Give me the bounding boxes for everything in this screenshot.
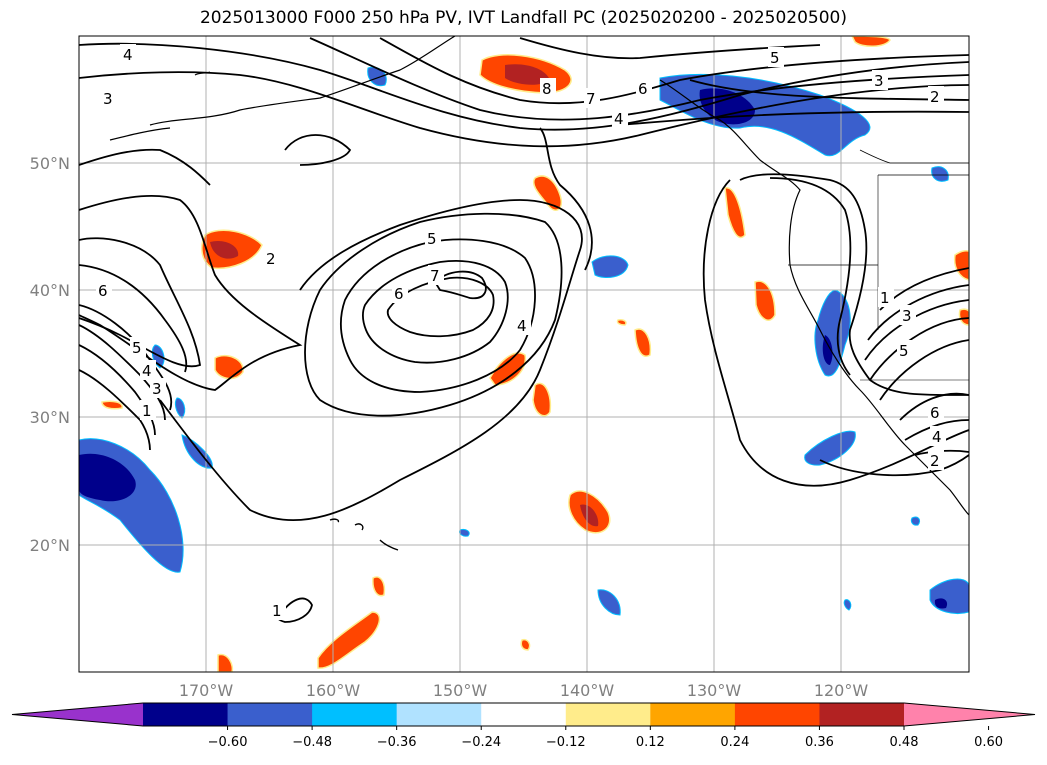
contour-label: 1 — [142, 402, 152, 420]
lon-label-160w: 160°W — [306, 681, 361, 700]
longitude-labels: 170°W 160°W 150°W 140°W 130°W 120°W — [179, 681, 869, 700]
contour-label: 5 — [132, 339, 142, 357]
map-frame — [78, 35, 970, 673]
contour-label: 4 — [614, 110, 624, 128]
contour-label: 3 — [902, 307, 912, 325]
anomaly-blob — [597, 589, 621, 616]
colorbar-segment — [312, 703, 398, 726]
positive-anomaly-regions — [101, 36, 969, 672]
anomaly-blob — [174, 397, 186, 419]
contour-label: 3 — [152, 380, 162, 398]
colorbar-tick-label: 0.48 — [890, 735, 919, 750]
anomaly-blob — [724, 187, 746, 239]
anomaly-blob — [804, 430, 856, 466]
colorbar-tick-label: 0.12 — [636, 735, 665, 750]
colorbar-segment — [396, 703, 482, 726]
contour-label: 6 — [394, 285, 404, 303]
contour-label: 5 — [427, 230, 437, 248]
colorbar-tick-label: 0.36 — [805, 735, 834, 750]
anomaly-blob — [505, 64, 550, 85]
anomaly-blob — [520, 638, 531, 651]
lat-label-50n: 50°N — [30, 154, 70, 173]
coastlines — [109, 36, 969, 551]
anomaly-blob — [634, 328, 652, 357]
colorbar-segment — [565, 703, 651, 726]
anomaly-blob — [533, 175, 562, 211]
contour-label: 6 — [930, 404, 940, 422]
anomaly-blob — [79, 453, 136, 502]
anomaly-blob — [372, 576, 386, 597]
colorbar-segment — [143, 703, 229, 726]
colorbar-extend-left — [12, 703, 143, 726]
colorbar-tick-label: −0.36 — [377, 735, 417, 750]
contour-label: 8 — [542, 80, 552, 98]
colorbar-tick-label: −0.24 — [461, 735, 501, 750]
anomaly-blob — [910, 516, 921, 526]
lon-label-170w: 170°W — [179, 681, 234, 700]
latitude-labels: 50°N 40°N 30°N 20°N — [30, 154, 70, 555]
contour-label: 3 — [103, 90, 113, 108]
colorbar-tick-label: 0.24 — [720, 735, 749, 750]
contour-label: 1 — [272, 602, 282, 620]
anomaly-blob — [958, 308, 969, 326]
contour-label: 6 — [98, 282, 108, 300]
anomaly-blob — [101, 400, 123, 410]
lon-label-140w: 140°W — [560, 681, 615, 700]
contour-label: 2 — [266, 250, 276, 268]
anomaly-blob — [532, 382, 552, 417]
anomaly-blob — [616, 319, 627, 326]
lon-label-130w: 130°W — [687, 681, 742, 700]
contour-label: 4 — [932, 428, 942, 446]
colorbar-outline — [11, 702, 1036, 727]
lon-label-150w: 150°W — [433, 681, 488, 700]
lon-label-120w: 120°W — [814, 681, 869, 700]
lat-label-40n: 40°N — [30, 281, 70, 300]
contour-label: 4 — [142, 362, 152, 380]
colorbar-extend-right — [904, 703, 1035, 726]
map-title: 2025013000 F000 250 hPa PV, IVT Landfall… — [199, 8, 847, 28]
lat-label-30n: 30°N — [30, 408, 70, 427]
contour-label: 3 — [874, 72, 884, 90]
contour-label-layer: 4 3 8 7 6 5 3 2 4 2 6 5 7 6 4 5 4 3 1 — [96, 44, 946, 620]
contour-label: 1 — [880, 289, 890, 307]
anomaly-blob — [489, 352, 527, 386]
contour-label: 4 — [517, 317, 527, 335]
anomaly-blob — [217, 653, 234, 672]
anomaly-blob — [459, 529, 470, 537]
anomaly-blob — [591, 255, 629, 278]
lat-label-20n: 20°N — [30, 536, 70, 555]
anomaly-blob — [754, 280, 776, 321]
contour-label: 5 — [770, 49, 780, 67]
anomaly-blob — [931, 166, 949, 182]
contour-label: 2 — [930, 452, 940, 470]
colorbar-segment — [650, 703, 736, 726]
contour-label: 7 — [430, 267, 440, 285]
anomaly-blob — [953, 250, 969, 281]
colorbar-segment — [227, 703, 313, 726]
colorbar-segment — [819, 703, 905, 726]
anomaly-blob — [580, 504, 599, 527]
contour-label: 7 — [586, 90, 596, 108]
colorbar-tick-label: −0.60 — [208, 735, 248, 750]
anomaly-blob — [210, 240, 239, 259]
anomaly-blob — [934, 598, 948, 609]
contour-label: 6 — [638, 80, 648, 98]
colorbar-tick-label: −0.48 — [292, 735, 332, 750]
colorbar: −0.60 −0.48 −0.36 −0.24 −0.12 0.12 0.24 0.36 0.4… — [11, 702, 1036, 750]
anomaly-blob — [822, 335, 833, 365]
colorbar-segment — [734, 703, 820, 726]
contour-label: 2 — [930, 88, 940, 106]
colorbar-segment — [481, 703, 567, 726]
colorbar-tick-label: −0.12 — [546, 735, 586, 750]
graticule — [79, 36, 969, 672]
contour-label: 4 — [123, 46, 133, 64]
anomaly-blob — [843, 599, 852, 611]
colorbar-tick-label: 0.60 — [974, 735, 1003, 750]
contour-label: 5 — [899, 342, 909, 360]
